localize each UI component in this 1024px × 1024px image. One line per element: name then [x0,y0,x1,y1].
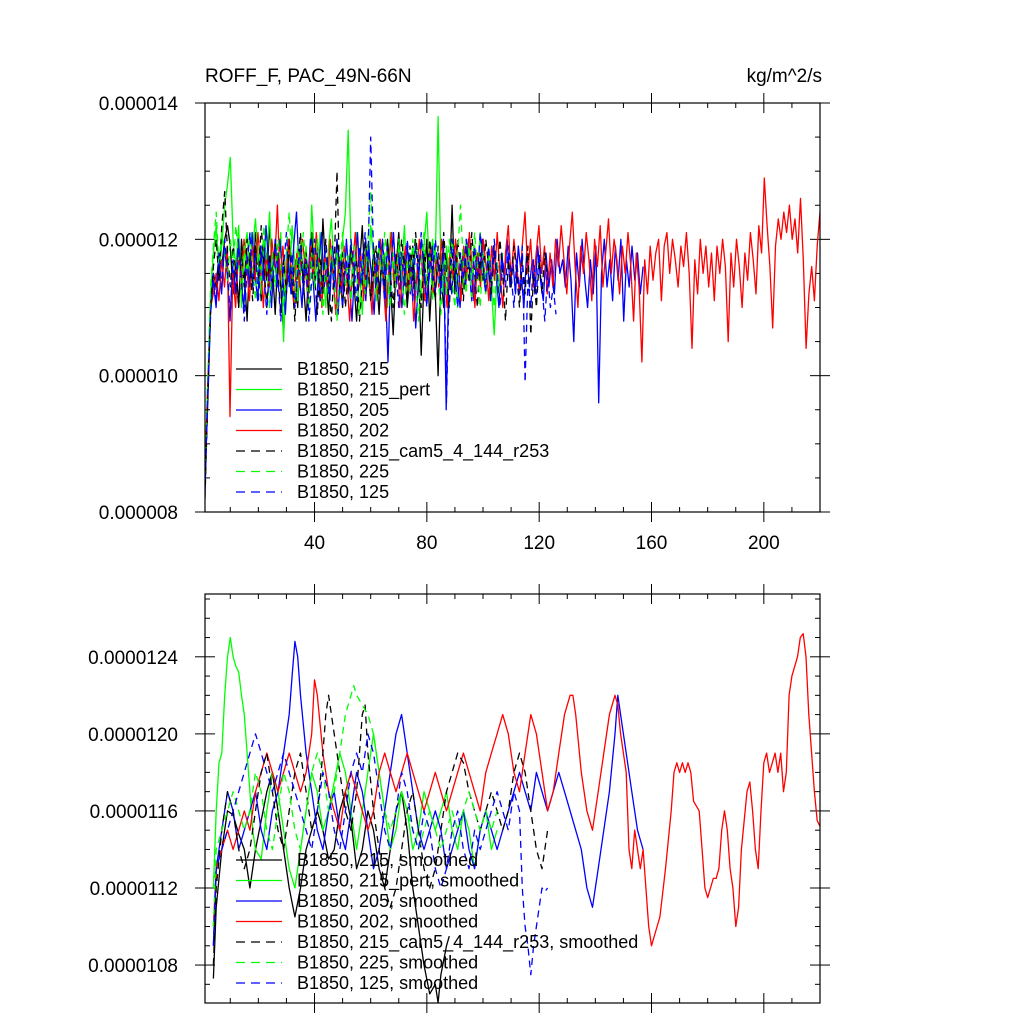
y-tick-label: 0.0000108 [88,956,178,977]
y-tick-label: 0.000008 [99,503,178,524]
legend-label: B1850, 225 [297,462,389,482]
series-line-b1850-202-smoothed [212,633,820,947]
legend-label: B1850, 202 [297,421,389,441]
legend-label: B1850, 205 [297,400,389,420]
series-line-b1850-125-smoothed [212,733,549,976]
x-tick-label: 80 [416,533,437,554]
legend-label: B1850, 215_pert [297,380,430,401]
y-tick-label: 0.000012 [99,230,178,251]
legend-label: B1850, 215_cam5_4_144_r253, smoothed [297,932,638,953]
top-panel: ROFF_F, PAC_49N-66N kg/m^2/s 40 80 120 160 2… [99,66,830,554]
series-line-b1850-215-cam5-4-144-r253 [205,170,549,499]
series-line-b1850-215-pert-smoothed [212,636,498,889]
series-line-b1850-225 [205,190,501,478]
units-label: kg/m^2/s [747,66,822,87]
legend-label: B1850, 202, smoothed [297,912,478,932]
series-line-b1850-125 [205,136,557,492]
x-tick-label: 120 [523,533,555,554]
y-tick-label: 0.0000124 [88,648,178,669]
legend-label: B1850, 225, smoothed [297,953,478,973]
y-tick-label: 0.0000116 [90,802,178,823]
y-tick-label: 0.000010 [99,367,178,388]
x-tick-label: 200 [748,533,780,554]
y-tick-label: 0.0000112 [90,879,178,900]
series-line-b1850-225-smoothed [212,685,498,927]
series-line-b1850-205-smoothed [212,640,644,946]
plot-frame [204,102,821,513]
y-tick-label: 0.000014 [99,94,179,115]
bottom-panel: 0.0000108 0.0000112 0.0000116 0.0000120 0.00… [88,584,830,1013]
legend-label: B1850, 125 [297,482,389,502]
y-tick-label: 0.0000120 [88,725,178,746]
series-line-b1850-215-smoothed [212,771,450,1003]
x-tick-label: 160 [636,533,668,554]
legend-label: B1850, 215 [297,359,389,379]
legend-label: B1850, 215, smoothed [297,850,478,870]
legend-label: B1850, 125, smoothed [297,973,478,993]
plot-frame [204,593,821,1004]
legend-label: B1850, 215_cam5_4_144_r253 [297,441,549,462]
chart-title: ROFF_F, PAC_49N-66N [205,66,412,87]
x-tick-label: 40 [304,533,325,554]
legend-label: B1850, 215_pert, smoothed [297,871,519,892]
legend-label: B1850, 205, smoothed [297,891,478,911]
